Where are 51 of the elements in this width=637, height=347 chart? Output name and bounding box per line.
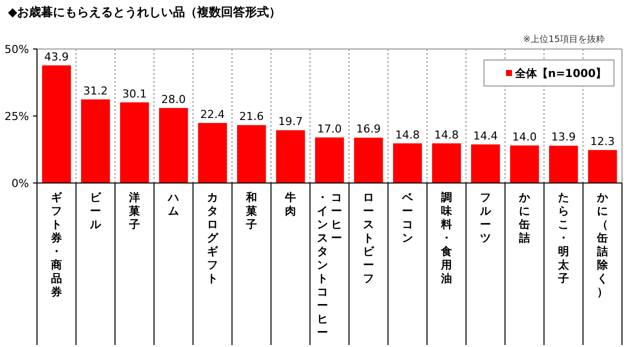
bar [276, 130, 305, 183]
data-label: 17.0 [317, 122, 342, 136]
y-tick-label: 50% [4, 43, 29, 56]
x-tick-label: ビール [89, 191, 102, 231]
chart-title: ◆お歳暮にもらえるとうれしい品（複数回答形式） [8, 5, 282, 19]
y-tick-label: 25% [4, 110, 29, 123]
bar [432, 143, 461, 183]
data-label: 19.7 [278, 115, 303, 128]
x-tick-label: フルーツ [479, 191, 492, 244]
x-tick-label: 和菓子 [245, 191, 257, 231]
bar [315, 137, 344, 183]
bar [471, 144, 500, 183]
bar [120, 102, 149, 183]
category-label: コーヒー・インスタントコーヒー [317, 191, 342, 339]
data-label: 14.0 [512, 130, 537, 144]
bar [198, 122, 227, 183]
data-label: 16.9 [356, 122, 381, 136]
data-label: 31.2 [83, 84, 108, 98]
x-tick-label: ハム [167, 191, 179, 218]
x-tick-label: かに（缶詰除く） [596, 191, 609, 298]
bar [510, 145, 539, 183]
data-label: 14.8 [434, 128, 459, 142]
bar [354, 138, 383, 183]
x-tick-label: ローストビーフ [363, 191, 375, 285]
bar [81, 99, 110, 183]
data-label: 14.8 [395, 128, 420, 142]
data-label: 30.1 [122, 87, 147, 100]
bar [237, 125, 266, 183]
x-tick-label: 調味料・食用油 [440, 191, 453, 285]
x-tick-label: ギフト券・商品券 [50, 191, 63, 298]
text: ※上位15項目を抜粋 [523, 34, 605, 45]
bar [393, 143, 422, 183]
data-label: 21.6 [239, 110, 264, 124]
x-tick-label: かに缶詰 [518, 191, 531, 244]
data-label: 28.0 [161, 92, 186, 106]
data-label: 14.4 [473, 129, 498, 142]
bar [42, 65, 71, 183]
x-tick-label: カタログギフト [207, 191, 219, 285]
bar [588, 150, 617, 183]
data-label: 12.3 [590, 135, 615, 148]
data-label: 43.9 [44, 50, 69, 64]
x-tick-label: 洋菓子 [128, 191, 140, 231]
x-tick-label: ベーコン [401, 191, 414, 244]
bar [159, 108, 188, 183]
data-label: 22.4 [200, 108, 225, 121]
x-tick-label: たらこ・明太子 [557, 191, 570, 285]
y-tick-label: 0% [12, 177, 29, 190]
bar [549, 146, 578, 183]
x-tick-label: 牛肉 [284, 191, 296, 218]
data-label: 13.9 [551, 130, 576, 144]
legend-label: 全体【n=1000】 [514, 67, 607, 80]
